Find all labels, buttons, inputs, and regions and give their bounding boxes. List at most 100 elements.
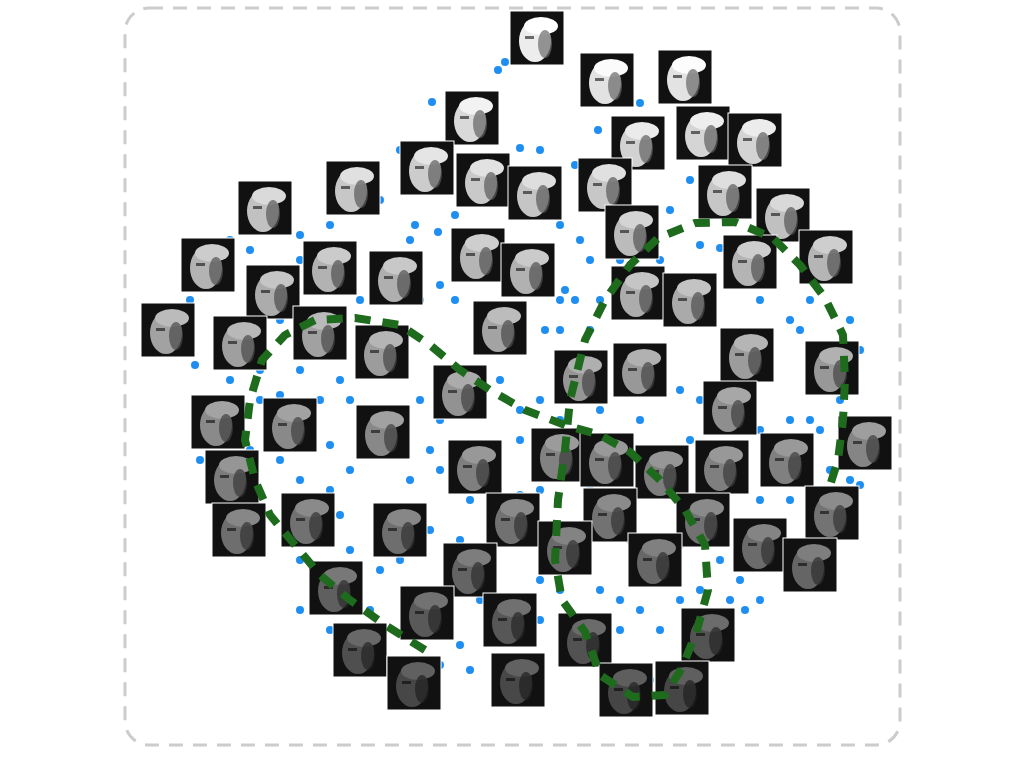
point <box>596 586 604 594</box>
thumbnail-bg <box>628 533 682 587</box>
thumbnail-eye <box>593 183 602 186</box>
face-thumbnail <box>728 113 782 167</box>
plot-frame <box>125 8 900 745</box>
point <box>246 246 254 254</box>
point <box>686 436 694 444</box>
thumbnail-hair <box>627 349 661 367</box>
thumbnail-bg <box>356 405 410 459</box>
face-thumbnail <box>510 11 564 65</box>
point <box>696 241 704 249</box>
thumbnail-hair <box>734 334 768 352</box>
series-1 <box>141 11 892 717</box>
thumbnail-hair <box>295 499 329 517</box>
thumbnail-hair <box>522 172 556 190</box>
thumbnail-eye <box>220 475 229 478</box>
point <box>406 476 414 484</box>
thumbnail-shadow <box>428 160 442 188</box>
face-thumbnail <box>635 445 689 499</box>
thumbnail-bg <box>445 91 499 145</box>
thumbnail-hair <box>747 524 781 542</box>
point <box>411 221 419 229</box>
thumbnail-hair <box>597 494 631 512</box>
face-thumbnail <box>387 656 441 710</box>
thumbnail-eye <box>710 465 719 468</box>
face-thumbnail <box>723 235 777 289</box>
thumbnail-eye <box>775 458 784 461</box>
point <box>806 296 814 304</box>
thumbnail-shadow <box>538 30 552 58</box>
thumbnail-shadow <box>291 417 305 445</box>
thumbnail-eye <box>196 263 205 266</box>
face-thumbnail <box>599 663 653 717</box>
thumbnail-bg <box>538 521 592 575</box>
thumbnail-eye <box>691 131 700 134</box>
thumbnail-shadow <box>827 249 841 277</box>
thumbnail-eye <box>820 511 829 514</box>
thumbnail-eye <box>738 260 747 263</box>
thumbnail-bg <box>805 486 859 540</box>
thumbnail-bg <box>212 503 266 557</box>
thumbnail-hair <box>594 59 628 77</box>
point <box>356 296 364 304</box>
thumbnail-hair <box>642 539 676 557</box>
thumbnail-eye <box>371 430 380 433</box>
thumbnail-eye <box>771 213 780 216</box>
point <box>586 256 594 264</box>
thumbnail-shadow <box>266 200 280 228</box>
thumbnail-shadow <box>833 505 847 533</box>
thumbnail-eye <box>498 618 507 621</box>
thumbnail-shadow <box>383 344 397 372</box>
point <box>451 211 459 219</box>
thumbnail-hair <box>737 241 771 259</box>
thumbnail-bg <box>451 228 505 282</box>
point <box>466 666 474 674</box>
point <box>846 476 854 484</box>
thumbnail-shadow <box>606 177 620 205</box>
thumbnail-hair <box>819 492 853 510</box>
point <box>428 98 436 106</box>
thumbnail-eye <box>735 353 744 356</box>
point <box>636 416 644 424</box>
thumbnail-hair <box>770 194 804 212</box>
thumbnail-bg <box>355 325 409 379</box>
thumbnail-eye <box>569 375 578 378</box>
point <box>494 66 502 74</box>
point <box>191 361 199 369</box>
point <box>296 476 304 484</box>
thumbnail-hair <box>625 122 659 140</box>
point <box>726 596 734 604</box>
face-thumbnail <box>698 165 752 219</box>
thumbnail-eye <box>643 558 652 561</box>
face-thumbnail <box>501 243 555 297</box>
point <box>796 326 804 334</box>
point <box>741 606 749 614</box>
thumbnail-hair <box>677 279 711 297</box>
point <box>296 231 304 239</box>
face-thumbnail <box>491 653 545 707</box>
point <box>666 206 674 214</box>
thumbnail-eye <box>798 563 807 566</box>
thumbnail-bg <box>238 181 292 235</box>
point <box>556 221 564 229</box>
thumbnail-shadow <box>608 452 622 480</box>
thumbnail-bg <box>799 230 853 284</box>
thumbnail-shadow <box>361 642 375 670</box>
thumbnail-bg <box>658 50 712 104</box>
thumbnail-eye <box>516 268 525 271</box>
face-thumbnail <box>695 440 749 494</box>
thumbnail-hair <box>155 309 189 327</box>
thumbnail-hair <box>387 509 421 527</box>
point <box>846 316 854 324</box>
point <box>756 596 764 604</box>
thumbnail-bg <box>293 306 347 360</box>
face-thumbnail <box>191 395 245 449</box>
thumbnail-shadow <box>241 335 255 363</box>
face-thumbnail <box>805 341 859 395</box>
thumbnail-eye <box>463 465 472 468</box>
point <box>451 296 459 304</box>
point <box>676 596 684 604</box>
point <box>616 596 624 604</box>
point <box>346 466 354 474</box>
thumbnail-bg <box>400 586 454 640</box>
thumbnail-bg <box>508 166 562 220</box>
